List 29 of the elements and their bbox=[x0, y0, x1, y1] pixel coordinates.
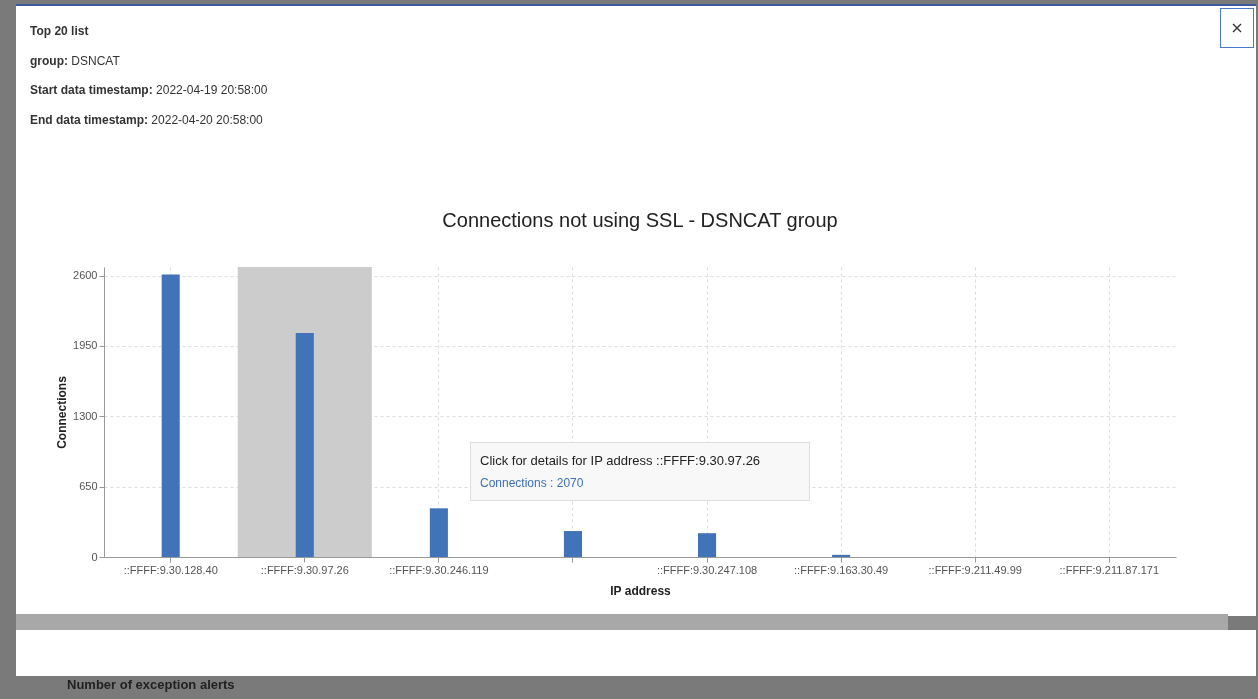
x-tick-label: ::FFFF:9.30.97.26 bbox=[260, 563, 349, 576]
x-tick-label: ::FFFF:9.211.87.171 bbox=[1059, 563, 1160, 576]
bar bbox=[295, 333, 314, 557]
x-tick-label: ::FFFF:9.30.246.119 bbox=[389, 563, 489, 576]
bar bbox=[832, 554, 851, 557]
text: Start data timestamp: 2022-04-19 20:58:00 bbox=[30, 83, 268, 97]
y-axis-title: Connections bbox=[55, 375, 70, 449]
bar bbox=[429, 508, 448, 557]
x-tick-label: ::FFFF:9.163.30.49 bbox=[794, 563, 889, 576]
x-tick-label: ::FFFF:9.211.49.99 bbox=[928, 563, 1022, 576]
bar bbox=[161, 274, 180, 557]
x-axis-title: IP address bbox=[610, 583, 672, 598]
text: Top 20 list bbox=[30, 24, 89, 38]
y-tick-label: 1950 bbox=[73, 339, 98, 352]
bar bbox=[563, 531, 583, 557]
y-tick-label: 0 bbox=[91, 550, 98, 563]
y-tick-label: 650 bbox=[79, 480, 98, 493]
text: End data timestamp: 2022-04-20 20:58:00 bbox=[30, 112, 264, 127]
y-tick-label: 2600 bbox=[73, 269, 98, 282]
chart-title: Connections not using SSL - DSNCAT group bbox=[442, 209, 838, 231]
annotation: Connections : 2070 bbox=[480, 476, 585, 490]
annotation: Click for details for IP address ::FFFF:9.30.97.26 bbox=[480, 453, 762, 468]
text: group: DSNCAT bbox=[30, 53, 121, 68]
text: Number of exception alerts bbox=[67, 677, 235, 692]
tooltip-box: Click for details for IP address ::FFFF:9.30.97.26 Connections : 2070 bbox=[470, 442, 810, 501]
x-tick-label: ::FFFF:9.30.128.40 bbox=[123, 563, 218, 576]
bar bbox=[697, 533, 717, 557]
y-tick-label: 1300 bbox=[73, 409, 98, 422]
x-tick-label: ::FFFF:9.30.247.108 bbox=[656, 563, 758, 576]
